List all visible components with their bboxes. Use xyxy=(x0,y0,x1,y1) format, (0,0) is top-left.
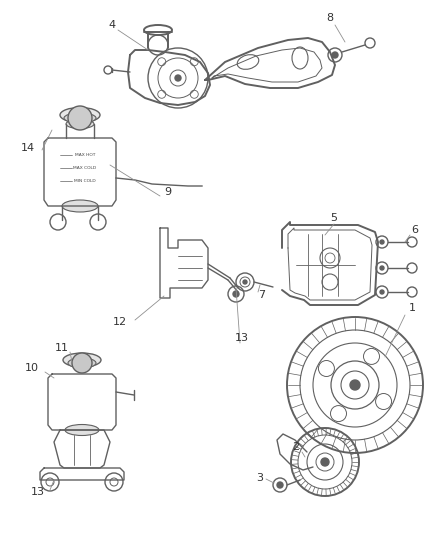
Text: MAX COLD: MAX COLD xyxy=(74,166,96,170)
Text: 4: 4 xyxy=(109,20,116,30)
Circle shape xyxy=(350,380,360,390)
Text: 1: 1 xyxy=(409,303,416,313)
Text: 6: 6 xyxy=(411,225,418,235)
Circle shape xyxy=(243,280,247,284)
Circle shape xyxy=(175,75,181,81)
Text: 11: 11 xyxy=(55,343,69,353)
Circle shape xyxy=(68,106,92,130)
Circle shape xyxy=(380,240,384,244)
Text: 14: 14 xyxy=(21,143,35,153)
Text: 3: 3 xyxy=(257,473,264,483)
Circle shape xyxy=(380,266,384,270)
Ellipse shape xyxy=(66,119,94,128)
Circle shape xyxy=(321,458,329,466)
Ellipse shape xyxy=(65,424,99,435)
Ellipse shape xyxy=(62,200,98,212)
Text: MIN COLD: MIN COLD xyxy=(74,179,96,183)
Ellipse shape xyxy=(63,353,101,367)
Text: 10: 10 xyxy=(25,363,39,373)
Text: 13: 13 xyxy=(31,487,45,497)
Text: 5: 5 xyxy=(331,213,338,223)
Text: 12: 12 xyxy=(113,317,127,327)
Ellipse shape xyxy=(64,113,96,123)
Text: 9: 9 xyxy=(164,187,172,197)
Text: 7: 7 xyxy=(258,290,265,300)
Circle shape xyxy=(380,290,384,294)
Text: 2: 2 xyxy=(293,442,300,452)
Ellipse shape xyxy=(60,108,100,123)
Circle shape xyxy=(72,353,92,373)
Ellipse shape xyxy=(68,358,96,368)
Circle shape xyxy=(277,482,283,488)
Text: 13: 13 xyxy=(235,333,249,343)
Circle shape xyxy=(332,52,338,58)
Text: 8: 8 xyxy=(326,13,334,23)
Text: MAX HOT: MAX HOT xyxy=(75,153,95,157)
Circle shape xyxy=(233,291,239,297)
